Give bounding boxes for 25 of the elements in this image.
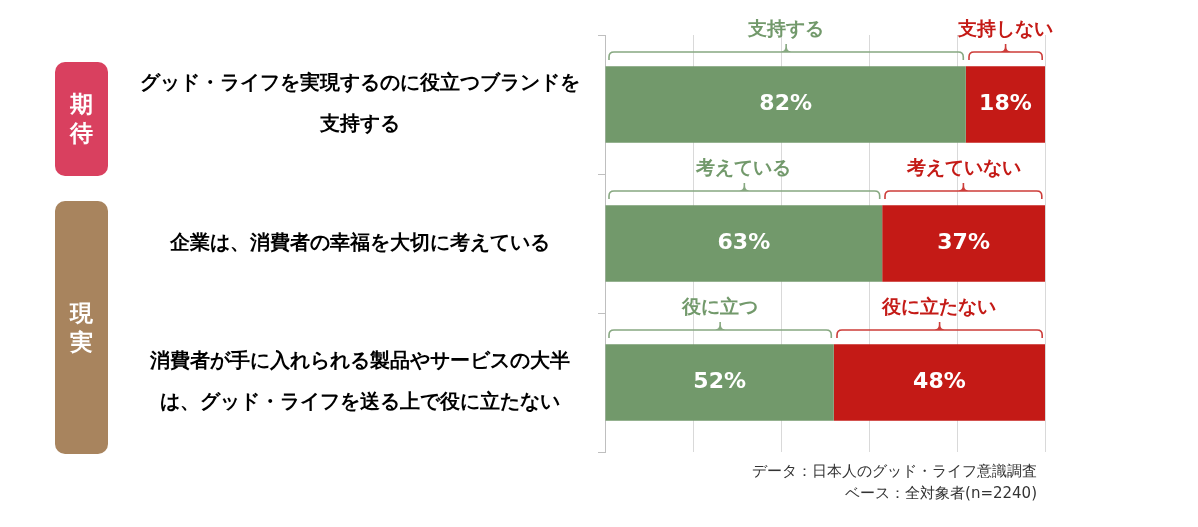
- bar: [605, 205, 883, 282]
- data-label: 52%: [693, 368, 746, 394]
- data-label: 37%: [937, 229, 990, 255]
- text: データ：日本人のグッド・ライフ意識調査: [752, 461, 1037, 480]
- annotation: 役に立つ: [680, 295, 758, 318]
- group-badge: 現実: [55, 201, 108, 454]
- y-tick-label: グッド・ライフを実現するのに役立つブランドを支持する: [140, 70, 580, 136]
- annotation: 支持する: [746, 17, 824, 40]
- bar: [605, 66, 966, 143]
- data-label: 48%: [913, 368, 966, 394]
- bar: [833, 344, 1045, 421]
- annotation: 役に立たない: [881, 295, 997, 318]
- text: ベース：全対象者(n=2240): [845, 483, 1037, 502]
- data-label: 63%: [717, 229, 771, 255]
- bar: [605, 344, 834, 421]
- y-tick-label: 企業は、消費者の幸福を大切に考えている: [169, 229, 550, 254]
- annotation: 考えていない: [905, 156, 1021, 179]
- bar: [882, 205, 1045, 282]
- bar: [965, 66, 1045, 143]
- y-tick-label: 消費者が手に入れられる製品やサービスの大半は、グッド・ライフを送る上で役に立たない: [149, 348, 570, 414]
- annotation: 考えている: [695, 156, 792, 179]
- data-label: 18%: [979, 90, 1032, 116]
- data-label: 82%: [759, 90, 812, 116]
- group-badge: 期待: [55, 62, 108, 176]
- annotation: 支持しない: [956, 17, 1053, 40]
